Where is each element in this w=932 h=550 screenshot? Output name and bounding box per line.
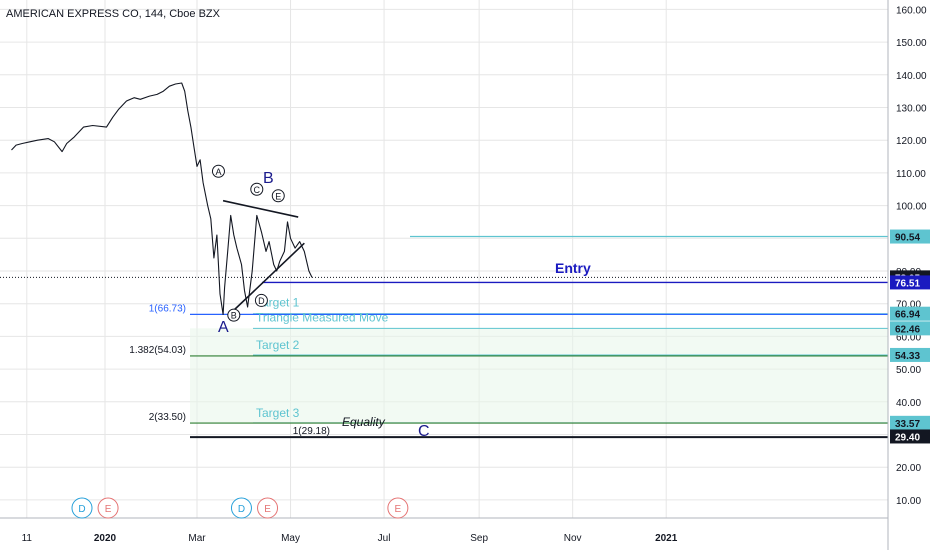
x-tick-label: Jul [378, 533, 391, 544]
y-tick-label: 150.00 [896, 38, 927, 49]
event-marker-label: E [395, 504, 402, 515]
price-label: 66.94 [895, 310, 920, 321]
event-marker [387, 497, 409, 519]
price-label-box [890, 347, 930, 362]
price-label: 62.46 [895, 324, 920, 335]
y-tick-label: 100.00 [896, 202, 927, 213]
target-label: Target 2 [256, 338, 300, 352]
wave-circle [254, 293, 268, 307]
price-label: 29.40 [895, 432, 920, 443]
event-marker-label: E [105, 504, 112, 515]
wave-circle [250, 182, 264, 196]
fib-label: 1.382(54.03) [129, 345, 186, 356]
price-label-box [890, 321, 930, 336]
wave-circle [211, 164, 225, 178]
equality-label: Equality [342, 415, 386, 429]
y-tick-label: 10.00 [896, 496, 921, 507]
target-label: Triangle Measured Move [256, 310, 389, 324]
x-tick-label: Nov [564, 533, 582, 544]
price-line [11, 82, 313, 316]
wave-circle-label: A [215, 167, 221, 177]
fib-label: 2(33.50) [149, 412, 186, 423]
event-marker [97, 497, 119, 519]
fib-label: 1(66.73) [149, 303, 186, 314]
x-tick-label: 11 [22, 533, 33, 544]
entry-label: Entry [555, 260, 591, 276]
y-tick-label: 160.00 [896, 5, 927, 16]
y-tick-label: 120.00 [896, 136, 927, 147]
target-zone [190, 328, 888, 423]
chart-title: AMERICAN EXPRESS CO, 144, Cboe BZX [6, 8, 220, 20]
price-label: 76.51 [895, 278, 920, 289]
price-label: 90.54 [895, 233, 920, 244]
y-tick-label: 20.00 [896, 463, 921, 474]
x-tick-label: Mar [188, 533, 206, 544]
wave-a-label: A [218, 319, 229, 336]
price-label-box [890, 306, 930, 321]
wave-circle-label: C [254, 185, 261, 195]
fib-label: 1(29.18) [293, 426, 330, 437]
y-tick-label: 40.00 [896, 398, 921, 409]
price-label-box [890, 229, 930, 244]
wave-circle [227, 308, 241, 322]
event-marker-label: D [78, 504, 85, 515]
price-label: 33.57 [895, 419, 920, 430]
event-marker-label: D [238, 504, 245, 515]
event-marker-label: E [264, 504, 271, 515]
y-tick-label: 60.00 [896, 332, 921, 343]
x-tick-label: 2020 [94, 533, 117, 544]
wave-c-label: C [418, 423, 430, 440]
event-marker [257, 497, 279, 519]
price-label: 54.33 [895, 351, 920, 362]
wave-circle-label: B [231, 311, 237, 321]
x-tick-label: May [281, 533, 300, 544]
y-tick-label: 140.00 [896, 71, 927, 82]
y-tick-label: 130.00 [896, 104, 927, 115]
target-label: Target 3 [256, 406, 300, 420]
event-marker [71, 497, 93, 519]
wave-b-label: B [263, 170, 274, 187]
triangle-lower-line [233, 242, 305, 311]
y-tick-label: 70.00 [896, 300, 921, 311]
wave-circle-label: E [275, 191, 281, 201]
y-tick-label: 50.00 [896, 365, 921, 376]
price-label-box [890, 415, 930, 430]
price-label-box [890, 429, 930, 444]
price-label-box [890, 275, 930, 290]
triangle-upper-line [222, 199, 299, 218]
wave-circle-label: D [258, 296, 265, 306]
x-tick-label: 2021 [655, 533, 678, 544]
event-marker [230, 497, 252, 519]
x-tick-label: Sep [470, 533, 488, 544]
wave-circle [271, 189, 285, 203]
y-tick-label: 110.00 [896, 169, 926, 180]
